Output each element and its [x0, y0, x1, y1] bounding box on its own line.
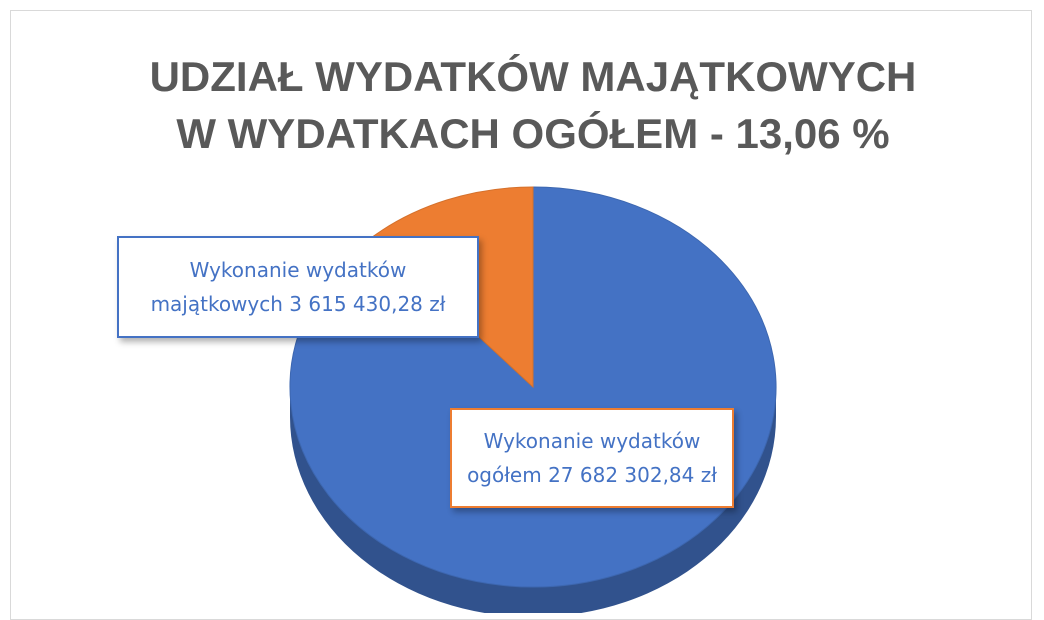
data-label: Wykonanie wydatków ogółem 27 682 302,84 …: [450, 408, 734, 508]
data-label: Wykonanie wydatków majątkowych 3 615 430…: [117, 236, 479, 338]
category-name: Wykonanie wydatków majątkowych: [150, 258, 407, 316]
category-name: Wykonanie wydatków ogółem: [467, 429, 701, 487]
value-label: 27 682 302,84 zł: [548, 463, 717, 487]
label-text: Wykonanie wydatków majątkowych 3 615 430…: [133, 253, 463, 321]
label-text: Wykonanie wydatków ogółem 27 682 302,84 …: [466, 424, 718, 492]
value-label: 3 615 430,28 zł: [289, 292, 446, 316]
chart-title: UDZIAŁ WYDATKÓW MAJĄTKOWYCH W WYDATKACH …: [149, 53, 917, 157]
